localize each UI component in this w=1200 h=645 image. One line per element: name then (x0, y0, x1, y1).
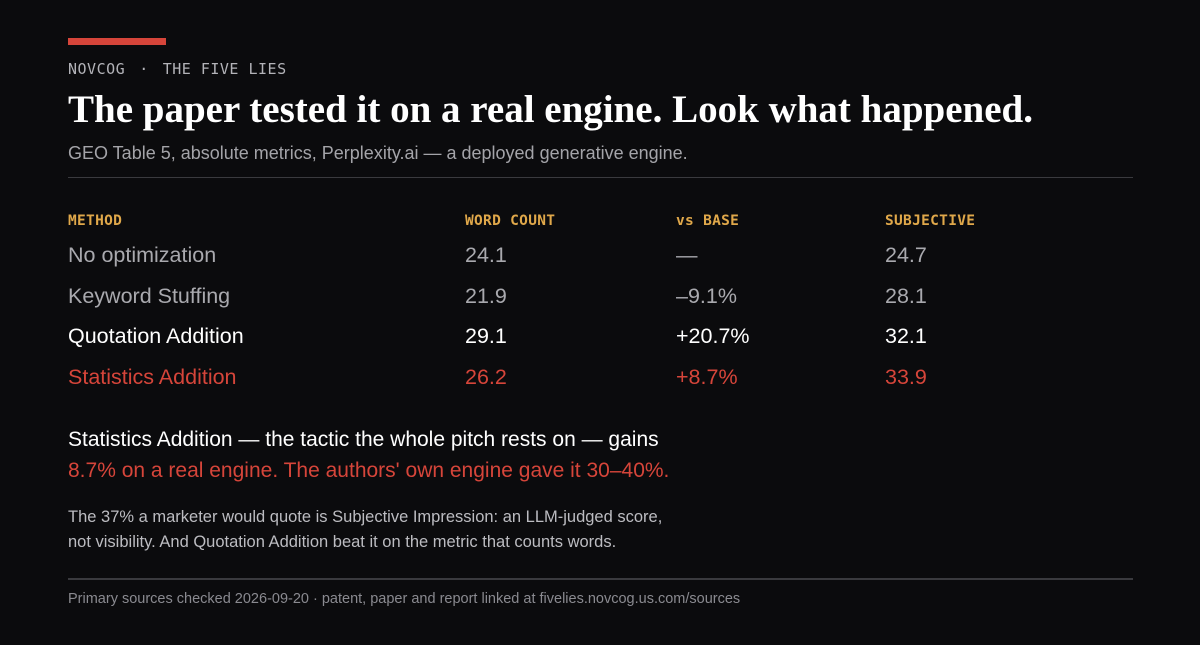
note-line-1: The 37% a marketer would quote is Subjec… (68, 508, 663, 526)
method-cell: No optimization (68, 243, 217, 267)
column-header-vs-base: vs BASE (676, 213, 740, 229)
vs-base-cell: +20.7% (676, 324, 750, 348)
method-cell: Statistics Addition (68, 364, 237, 389)
table-row: No optimization 24.1 — 24.7 (68, 240, 1133, 281)
table-row: Statistics Addition 26.2 +8.7% 33.9 (68, 362, 1133, 403)
subjective-cell: 33.9 (885, 364, 927, 389)
word-count-cell: 26.2 (465, 364, 507, 389)
key-finding: Statistics Addition — the tactic the who… (68, 424, 669, 486)
subjective-cell: 32.1 (885, 324, 927, 348)
brand-label: NOVCOG (68, 60, 126, 78)
note-line-2: not visibility. And Quotation Addition b… (68, 533, 617, 551)
column-header-subjective: SUBJECTIVE (885, 213, 976, 229)
word-count-cell: 21.9 (465, 283, 507, 308)
vs-base-cell: –9.1% (676, 283, 737, 308)
table-header-row: METHOD WORD COUNT vs BASE SUBJECTIVE (68, 200, 1133, 240)
subjective-cell: 28.1 (885, 283, 927, 308)
page-subtitle: GEO Table 5, absolute metrics, Perplexit… (68, 143, 688, 163)
kicker-separator: · (139, 60, 149, 78)
top-divider (68, 177, 1133, 178)
page-title: The paper tested it on a real engine. Lo… (68, 88, 1033, 131)
method-cell: Quotation Addition (68, 324, 244, 348)
sources-footer: Primary sources checked 2026-09-20 · pat… (68, 591, 741, 607)
word-count-cell: 24.1 (465, 243, 507, 267)
series-label: THE FIVE LIES (162, 60, 287, 78)
bottom-divider (68, 578, 1133, 580)
column-header-word-count: WORD COUNT (465, 213, 556, 229)
results-table: METHOD WORD COUNT vs BASE SUBJECTIVE No … (68, 200, 1133, 402)
table-row: Quotation Addition 29.1 +20.7% 32.1 (68, 321, 1133, 362)
vs-base-cell: +8.7% (676, 364, 738, 389)
accent-bar (68, 38, 166, 45)
column-header-method: METHOD (68, 213, 123, 229)
table-row: Keyword Stuffing 21.9 –9.1% 28.1 (68, 281, 1133, 322)
method-cell: Keyword Stuffing (68, 283, 231, 308)
word-count-cell: 29.1 (465, 324, 507, 348)
kicker: NOVCOG · THE FIVE LIES (68, 60, 287, 78)
explanatory-note: The 37% a marketer would quote is Subjec… (68, 505, 662, 555)
key-finding-line-2: 8.7% on a real engine. The authors' own … (68, 459, 670, 482)
key-finding-line-1: Statistics Addition — the tactic the who… (68, 428, 659, 451)
vs-base-cell: — (676, 243, 698, 267)
subjective-cell: 24.7 (885, 243, 927, 267)
